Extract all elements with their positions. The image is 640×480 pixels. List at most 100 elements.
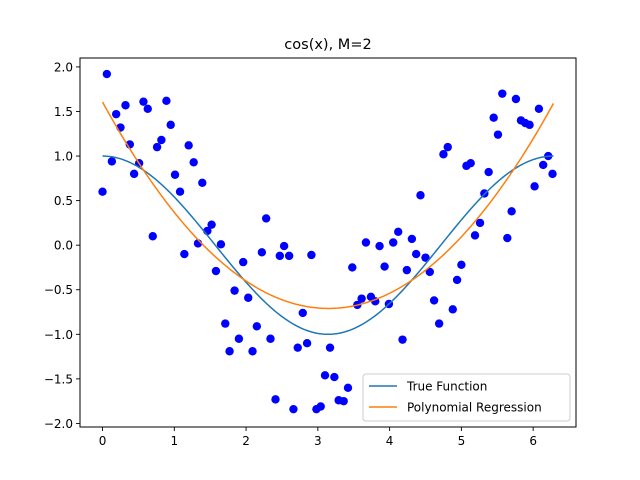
- scatter-point: [348, 263, 357, 272]
- scatter-point: [180, 249, 189, 259]
- scatter-point: [325, 343, 335, 352]
- scatter-point: [175, 187, 185, 196]
- scatter-point: [121, 101, 130, 110]
- x-tick-label: 1: [170, 434, 178, 448]
- scatter-point: [316, 402, 325, 411]
- scatter-point: [375, 241, 384, 251]
- scatter-point: [394, 227, 403, 237]
- scatter-point: [534, 104, 544, 114]
- x-tick-label: 2: [242, 434, 250, 448]
- y-tick-label: 1.5: [54, 105, 73, 119]
- x-axis-ticks: 0 1 2 3 4 5 6: [99, 427, 537, 448]
- series-lines: [101, 101, 555, 336]
- scatter-point: [511, 94, 521, 104]
- scatter-point: [225, 347, 234, 356]
- scatter-point: [457, 260, 466, 269]
- scatter-point: [216, 240, 226, 249]
- scatter-point: [302, 339, 312, 348]
- y-tick-label: −2.0: [44, 417, 73, 431]
- scatter-point: [357, 294, 366, 303]
- scatter-point: [429, 296, 439, 305]
- y-axis-ticks: −2.0 −1.5 −1.0 −0.5 0.0 0.5 1.0 1.5 2.0: [44, 60, 80, 431]
- scatter-point: [248, 347, 257, 356]
- y-tick-label: −0.5: [44, 283, 73, 297]
- legend: True Function Polynomial Regression: [362, 373, 571, 422]
- y-tick-label: −1.5: [44, 372, 73, 386]
- scatter-point: [448, 305, 457, 314]
- scatter-point: [548, 169, 557, 179]
- scatter-point: [407, 234, 417, 244]
- scatter-point: [102, 69, 112, 79]
- scatter-point: [221, 319, 230, 328]
- scatter-point: [452, 275, 462, 285]
- scatter-point: [230, 286, 239, 295]
- scatter-point: [503, 233, 512, 243]
- scatter-point: [293, 343, 302, 352]
- scatter-point: [539, 160, 548, 170]
- scatter-point: [198, 178, 207, 187]
- scatter-point: [266, 334, 275, 343]
- scatter-point: [411, 249, 421, 259]
- scatter-point: [320, 371, 330, 380]
- chart-title: cos(x), M=2: [284, 37, 371, 53]
- scatter-point: [170, 170, 180, 179]
- scatter-point: [111, 109, 121, 119]
- scatter-point: [439, 150, 448, 159]
- x-tick-label: 4: [386, 434, 394, 448]
- series-line: [101, 101, 555, 310]
- scatter-points: [98, 69, 557, 414]
- scatter-point: [289, 404, 298, 414]
- scatter-point: [380, 262, 389, 271]
- legend-box: [362, 373, 571, 422]
- scatter-point: [184, 141, 193, 150]
- y-tick-label: 1.0: [54, 150, 73, 164]
- y-tick-label: 0.5: [54, 194, 73, 208]
- scatter-point: [507, 207, 516, 216]
- plot-area-frame: [79, 57, 577, 428]
- scatter-point: [139, 97, 148, 106]
- scatter-point: [252, 322, 262, 331]
- scatter-point: [484, 167, 493, 177]
- scatter-point: [275, 251, 285, 261]
- scatter-point: [239, 257, 248, 267]
- scatter-point: [257, 248, 267, 257]
- x-tick-label: 0: [99, 434, 107, 448]
- scatter-point: [189, 158, 198, 167]
- series-line: [102, 155, 554, 336]
- y-tick-label: 0.0: [54, 239, 73, 253]
- scatter-point: [361, 238, 371, 247]
- x-tick-label: 3: [314, 434, 322, 448]
- scatter-point: [261, 214, 271, 223]
- scatter-point: [244, 293, 253, 302]
- scatter-point: [211, 266, 221, 276]
- scatter-point: [389, 238, 398, 247]
- legend-label: True Function: [406, 380, 487, 394]
- scatter-point: [525, 120, 534, 130]
- scatter-point: [466, 158, 475, 168]
- y-tick-label: −1.0: [44, 328, 73, 342]
- scatter-point: [166, 120, 175, 130]
- scatter-point: [284, 251, 294, 261]
- scatter-point: [489, 113, 498, 122]
- scatter-point: [98, 187, 107, 196]
- scatter-point: [148, 232, 157, 241]
- scatter-point: [234, 334, 244, 343]
- y-tick-label: 2.0: [54, 60, 73, 74]
- scatter-point: [398, 335, 407, 344]
- scatter-point: [157, 135, 166, 145]
- scatter-point: [143, 104, 152, 114]
- scatter-point: [343, 383, 353, 392]
- scatter-point: [307, 250, 316, 260]
- scatter-point: [443, 142, 452, 152]
- scatter-point: [129, 169, 139, 179]
- scatter-point: [162, 96, 171, 105]
- legend-label: Polynomial Regression: [407, 401, 542, 415]
- scatter-point: [339, 396, 348, 406]
- scatter-point: [493, 130, 503, 139]
- scatter-point: [434, 319, 444, 328]
- scatter-point: [498, 89, 507, 98]
- scatter-point: [107, 157, 117, 166]
- scatter-point: [152, 142, 162, 152]
- scatter-point: [425, 267, 435, 277]
